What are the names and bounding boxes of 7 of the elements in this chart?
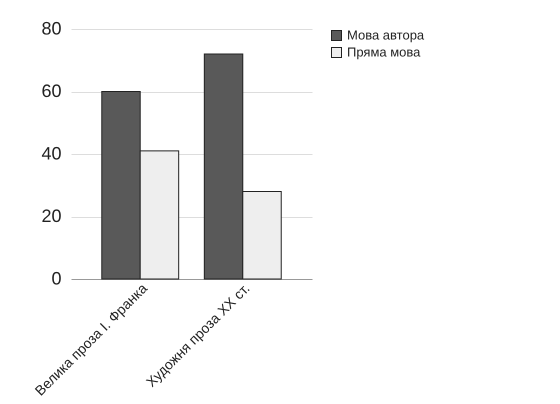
- y-tick-label: 60: [41, 81, 62, 101]
- y-tick-label: 20: [41, 206, 62, 226]
- legend-label: Пряма мова: [347, 44, 422, 60]
- legend-label: Мова автора: [347, 28, 425, 42]
- y-tick-label: 80: [41, 18, 62, 38]
- y-tick-label: 0: [51, 268, 62, 288]
- y-tick-label: 40: [41, 144, 62, 164]
